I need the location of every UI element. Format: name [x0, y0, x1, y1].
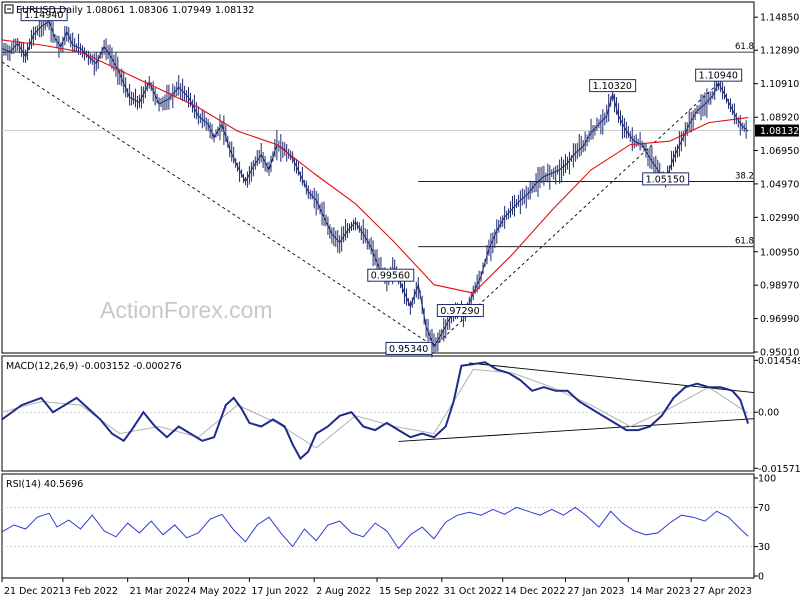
fib-level-label: 61.8: [735, 237, 754, 247]
rsi-layer: 100 70 30 0: [1, 474, 776, 583]
price-annotation-label: 0.95340: [389, 344, 428, 355]
x-tick-label: 31 Oct 2022: [444, 586, 503, 597]
price-y-tick-label: 0.96990: [760, 314, 799, 325]
price-annotation-label: 1.05150: [646, 174, 685, 185]
rsi-panel-frame: [1, 473, 755, 579]
moving-average-line: [1, 39, 749, 294]
x-tick-label: 14 Mar 2023: [630, 586, 690, 597]
price-annotation-box: [695, 68, 743, 82]
x-tick-label: 3 Feb 2022: [65, 586, 118, 597]
x-tick-label: 27 Apr 2023: [693, 586, 752, 597]
x-tick-label: 4 May 2022: [191, 586, 247, 597]
price-annotation-label: 0.99560: [371, 271, 410, 282]
price-y-tick-label: 1.12890: [760, 46, 799, 57]
macd-y-tick-label: -0.015712: [758, 464, 800, 475]
ohlc-low: 1.07949: [172, 5, 211, 16]
macd-y-tick-label: 0.014549: [758, 356, 800, 367]
ohlc-high: 1.08306: [129, 5, 168, 16]
rsi-y-tick-label: 100: [758, 474, 776, 485]
last-price-tag-label: 1.08132: [760, 126, 799, 137]
price-title-text: EURUSD,Daily: [16, 5, 83, 16]
price-title: EURUSD,Daily 1.08061 1.08306 1.07949 1.0…: [4, 4, 254, 16]
price-y-tick-label: 1.10910: [760, 79, 799, 90]
x-tick-label: 27 Jan 2023: [568, 586, 625, 597]
x-tick-label: 17 Jun 2022: [251, 586, 308, 597]
x-tick-label: 21 Dec 2021: [4, 586, 65, 597]
rsi-y-tick-label: 0: [758, 572, 764, 583]
price-annotation-box: [642, 172, 690, 186]
x-tick-label: 2 Aug 2022: [316, 586, 371, 597]
rsi-y-tick-label: 30: [758, 542, 770, 553]
price-trendline: [433, 82, 719, 347]
watermark: ActionForex.com: [100, 297, 273, 323]
price-y-tick-label: 1.06950: [760, 146, 799, 157]
price-trendline: [1, 61, 435, 347]
price-annotation-box: [589, 79, 637, 93]
price-y-tick-label: 1.04970: [760, 179, 799, 190]
rsi-title: RSI(14) 40.5696: [6, 479, 83, 490]
last-price-tag: [755, 124, 799, 137]
fib-level-label: 61.8: [735, 42, 754, 52]
fib-level-label: 38.2: [735, 172, 754, 182]
x-tick-label: 21 Mar 2022: [130, 586, 190, 597]
price-y-tick-label: 0.98970: [760, 281, 799, 292]
macd-trendline: [469, 362, 755, 394]
rsi-y-tick-label: 70: [758, 503, 770, 514]
price-annotation-box: [20, 8, 68, 22]
macd-trendline: [398, 418, 755, 442]
price-y-tick-label: 1.08920: [760, 113, 799, 124]
price-y-tick-label: 1.02990: [760, 213, 799, 224]
price-annotation-box: [385, 341, 433, 355]
price-y-tick-label: 1.14850: [760, 13, 799, 24]
macd-signal-line: [1, 368, 749, 449]
x-axis: 21 Dec 2021 3 Feb 2022 21 Mar 2022 4 May 20…: [1, 578, 752, 597]
price-annotation-box: [436, 304, 484, 318]
macd-layer: 0.014549 0.00 -0.015712: [1, 356, 800, 475]
macd-panel-frame: [1, 355, 755, 472]
price-annotation-label: 0.97290: [440, 306, 479, 317]
price-y-tick-label: 0.95010: [760, 348, 799, 359]
price-y-tick-label: 1.00950: [760, 247, 799, 258]
x-tick-label: 15 Sep 2022: [379, 586, 439, 597]
ohlc-close: 1.08132: [215, 5, 254, 16]
rsi-line: [1, 506, 749, 550]
price-annotation-label: 1.10320: [593, 81, 632, 92]
price-annotation-label: 1.14940: [24, 10, 63, 21]
x-tick-label: 14 Dec 2022: [505, 586, 566, 597]
price-panel-frame: [1, 1, 755, 354]
macd-y-tick-label: 0.00: [758, 408, 779, 419]
price-annotation-box: [367, 268, 415, 282]
price-layer: 1.14850 1.12890 1.10910 1.08920 1.06950 1.049…: [1, 8, 799, 359]
macd-line: [1, 361, 750, 461]
price-annotation-label: 1.10940: [699, 71, 738, 82]
ohlc-open: 1.08061: [86, 5, 125, 16]
macd-title: MACD(12,26,9) -0.003152 -0.000276: [6, 361, 182, 372]
